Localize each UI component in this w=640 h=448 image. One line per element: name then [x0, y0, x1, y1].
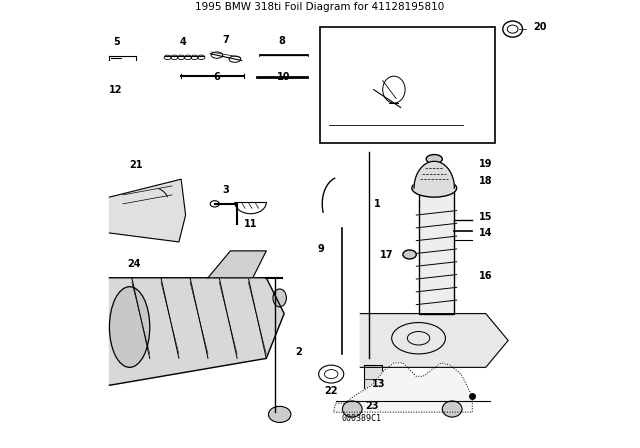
- Text: 16: 16: [479, 271, 493, 280]
- Text: 000389C1: 000389C1: [342, 414, 381, 423]
- Ellipse shape: [403, 250, 417, 259]
- Text: 24: 24: [127, 259, 141, 269]
- Text: 7: 7: [223, 35, 229, 45]
- Text: 21: 21: [129, 160, 143, 170]
- Text: 3: 3: [223, 185, 229, 195]
- Text: 14: 14: [479, 228, 493, 238]
- Polygon shape: [109, 179, 186, 242]
- Text: 1: 1: [374, 199, 381, 209]
- Ellipse shape: [269, 406, 291, 422]
- Ellipse shape: [109, 287, 150, 367]
- Text: 1995 BMW 318ti Foil Diagram for 41128195810: 1995 BMW 318ti Foil Diagram for 41128195…: [195, 2, 445, 12]
- Text: 8: 8: [278, 36, 285, 46]
- Text: 23: 23: [365, 401, 378, 411]
- Text: 4: 4: [180, 37, 187, 47]
- Text: 12: 12: [109, 85, 123, 95]
- Text: 11: 11: [244, 219, 257, 228]
- Text: 13: 13: [371, 379, 385, 388]
- Text: 6: 6: [214, 72, 220, 82]
- Bar: [320, 27, 495, 143]
- Ellipse shape: [342, 401, 362, 417]
- Text: 20: 20: [533, 22, 547, 32]
- Text: 9: 9: [317, 244, 324, 254]
- Text: 18: 18: [479, 177, 493, 186]
- Polygon shape: [109, 278, 284, 385]
- Ellipse shape: [426, 155, 442, 164]
- Ellipse shape: [442, 401, 462, 417]
- Text: 2: 2: [296, 347, 302, 357]
- Text: 10: 10: [276, 72, 290, 82]
- Polygon shape: [333, 363, 472, 412]
- Polygon shape: [208, 251, 266, 278]
- Text: 22: 22: [324, 386, 338, 396]
- Text: 5: 5: [113, 37, 120, 47]
- Ellipse shape: [273, 289, 287, 307]
- Text: 17: 17: [380, 250, 394, 260]
- Bar: [419, 188, 454, 314]
- Bar: [364, 365, 382, 390]
- Polygon shape: [360, 314, 508, 367]
- Ellipse shape: [412, 179, 457, 197]
- Text: 15: 15: [479, 212, 493, 222]
- Polygon shape: [414, 161, 454, 188]
- Text: 19: 19: [479, 159, 493, 168]
